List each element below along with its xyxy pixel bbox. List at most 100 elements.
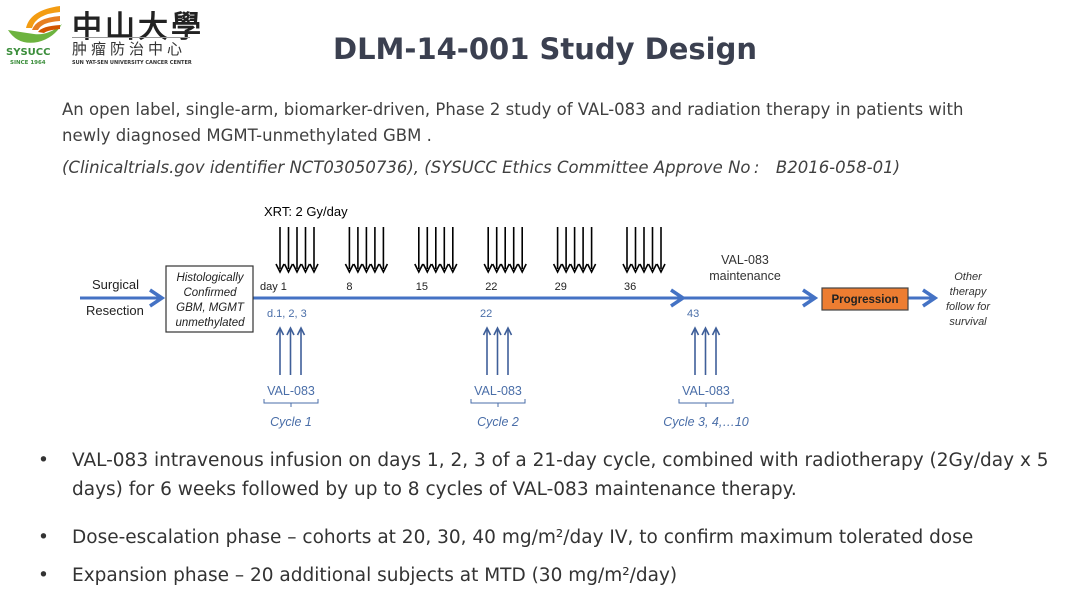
- logo-emblem-icon: [8, 6, 62, 43]
- cycle-label: Cycle 1: [270, 415, 312, 429]
- eligibility-box: [165, 265, 254, 333]
- xrt-arrowhead: [353, 263, 363, 274]
- day-label: 22: [485, 281, 497, 293]
- xrt-arrowhead: [630, 263, 641, 274]
- xrt-arrowhead: [517, 263, 527, 274]
- xrt-arrowhead: [344, 263, 355, 274]
- xrt-arrowhead: [448, 263, 458, 274]
- xrt-arrowhead: [578, 263, 588, 274]
- other-therapy-text: Other: [954, 271, 983, 283]
- drug-label: VAL-083: [267, 384, 315, 398]
- xrt-arrows: [275, 227, 666, 274]
- day-label: 29: [555, 281, 567, 293]
- drug-arrowhead: [493, 326, 502, 336]
- bullet-text: Dose-escalation phase – cohorts at 20, 3…: [72, 527, 974, 548]
- drug-arrowhead: [503, 326, 513, 336]
- cycle-brace: [263, 399, 319, 407]
- xrt-arrowhead: [309, 263, 319, 274]
- cycle-brace: [678, 399, 734, 407]
- other-therapy-text: survival: [949, 316, 987, 328]
- bullet-text: days) for 6 weeks followed by up to 8 cy…: [72, 479, 797, 500]
- logo-abbr: SYSUCC: [6, 47, 51, 58]
- progression-label: Progression: [831, 294, 898, 306]
- xrt-arrowhead: [561, 263, 571, 274]
- logo-center-cn: 肿瘤防治中心: [72, 40, 187, 58]
- logo-divider: [72, 37, 190, 38]
- day-label: 8: [346, 281, 352, 293]
- subtitle-line-1: An open label, single-arm, biomarker-dri…: [62, 100, 964, 119]
- xrt-arrowhead: [622, 263, 632, 274]
- drug-label: VAL-083: [474, 384, 522, 398]
- timeline-arrowhead: [149, 288, 166, 308]
- maintenance-label-1: VAL-083: [721, 253, 769, 267]
- xrt-arrowhead: [414, 263, 424, 274]
- xrt-arrowhead: [586, 263, 597, 274]
- bullet-text: VAL-083 intravenous infusion on days 1, …: [72, 450, 1049, 471]
- drug-day-label: d.1, 2, 3: [267, 308, 307, 320]
- resection-label: Resection: [86, 303, 144, 318]
- logo-name-cn: 中山大學: [72, 10, 204, 45]
- xrt-arrowhead: [439, 263, 450, 274]
- xrt-arrowhead: [491, 263, 502, 274]
- maintenance-label-2: maintenance: [709, 269, 781, 283]
- eligibility-text: Histologically: [176, 272, 244, 284]
- eligibility-text: Confirmed: [183, 287, 237, 299]
- xrt-arrowhead: [656, 263, 666, 274]
- other-therapy-text: follow for: [946, 301, 991, 313]
- bullet-icon: •: [38, 565, 49, 586]
- xrt-arrowhead: [370, 263, 380, 274]
- surgical-label: Surgical: [92, 277, 139, 292]
- xrt-arrowhead: [422, 263, 433, 274]
- other-therapy-text: therapy: [950, 286, 988, 298]
- eligibility-text: GBM, MGMT: [176, 302, 245, 314]
- cycle-label: Cycle 3, 4,…10: [663, 415, 749, 429]
- eligibility-text: unmethylated: [175, 317, 245, 329]
- cycle-brace: [470, 399, 526, 407]
- bullet-text: Expansion phase – 20 additional subjects…: [72, 565, 678, 586]
- timeline-arrowhead: [922, 288, 939, 308]
- timeline-arrowhead: [802, 288, 819, 308]
- drug-arrowhead: [690, 326, 700, 336]
- xrt-arrowhead: [292, 263, 302, 274]
- xrt-arrowhead: [300, 263, 311, 274]
- xrt-arrowhead: [647, 263, 658, 274]
- drug-arrowhead: [275, 326, 285, 336]
- xrt-arrowhead: [275, 263, 285, 274]
- timeline: [80, 288, 939, 308]
- drug-arrowhead: [296, 326, 306, 336]
- xrt-arrowhead: [361, 263, 372, 274]
- drug-arrowhead: [711, 326, 721, 336]
- progression-box: [821, 287, 909, 311]
- identifier: (Clinicaltrials.gov identifier NCT030507…: [62, 158, 901, 177]
- xrt-arrowhead: [500, 263, 510, 274]
- cycle-label: Cycle 2: [477, 415, 519, 429]
- drug-day-label: 43: [687, 308, 699, 320]
- drug-group: 22 VAL-083 Cycle 2: [470, 308, 526, 429]
- xrt-arrowhead: [569, 263, 580, 274]
- drug-group: 43 VAL-083 Cycle 3, 4,…10: [663, 308, 749, 429]
- day-label: 15: [416, 281, 428, 293]
- subtitle-line-2: newly diagnosed MGMT-unmethylated GBM .: [62, 126, 432, 145]
- xrt-arrowhead: [639, 263, 649, 274]
- day-label: 36: [624, 281, 636, 293]
- bullet-list: • VAL-083 intravenous infusion on days 1,…: [38, 450, 1078, 590]
- xrt-label: XRT: 2 Gy/day: [264, 204, 348, 219]
- bullet-icon: •: [38, 450, 49, 471]
- xrt-arrowhead: [378, 263, 389, 274]
- drug-arrowhead: [482, 326, 492, 336]
- xrt-arrowhead: [483, 263, 493, 274]
- bullet-icon: •: [38, 527, 49, 548]
- drug-arrowhead: [286, 326, 295, 336]
- xrt-arrowhead: [283, 263, 294, 274]
- logo-center-en: SUN YAT-SEN UNIVERSITY CANCER CENTER: [72, 60, 192, 66]
- drug-group: d.1, 2, 3 VAL-083 Cycle 1: [263, 308, 319, 429]
- page-title: DLM-14-001 Study Design: [333, 32, 757, 66]
- xrt-arrowhead: [508, 263, 519, 274]
- drug-label: VAL-083: [682, 384, 730, 398]
- logo-since: SINCE 1964: [10, 60, 46, 66]
- day-label: day 1: [260, 281, 287, 293]
- drug-day-label: 22: [480, 308, 492, 320]
- drug-arrowhead: [701, 326, 710, 336]
- xrt-arrowhead: [431, 263, 441, 274]
- xrt-arrowhead: [552, 263, 563, 274]
